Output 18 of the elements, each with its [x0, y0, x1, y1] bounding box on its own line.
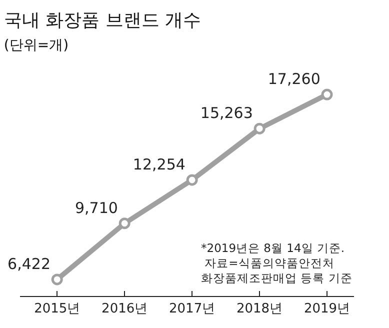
point	[118, 218, 130, 230]
x-tick-label: 2018년	[236, 302, 283, 317]
chart-subtitle: (단위=개)	[4, 38, 69, 54]
point	[254, 122, 266, 134]
chart-title: 국내 화장품 브랜드 개수	[4, 10, 202, 32]
x-tick-label: 2019년	[304, 302, 350, 317]
x-tick-label: 2015년	[34, 302, 80, 317]
data-label: 17,260	[268, 70, 320, 88]
data-label: 6,422	[8, 255, 50, 274]
point	[186, 174, 198, 186]
point	[321, 88, 333, 100]
annotation: *2019년은 8월 14일 기준. 자료=식품의약품안전처 화장품제조판매업 등록 기준	[201, 241, 352, 285]
data-label: 12,254	[132, 156, 186, 174]
data-label: 9,710	[75, 198, 118, 217]
x-tick-label: 2017년	[169, 302, 216, 317]
point	[51, 274, 63, 286]
x-tick-label: 2016년	[102, 302, 148, 317]
data-label: 15,263	[200, 104, 253, 122]
